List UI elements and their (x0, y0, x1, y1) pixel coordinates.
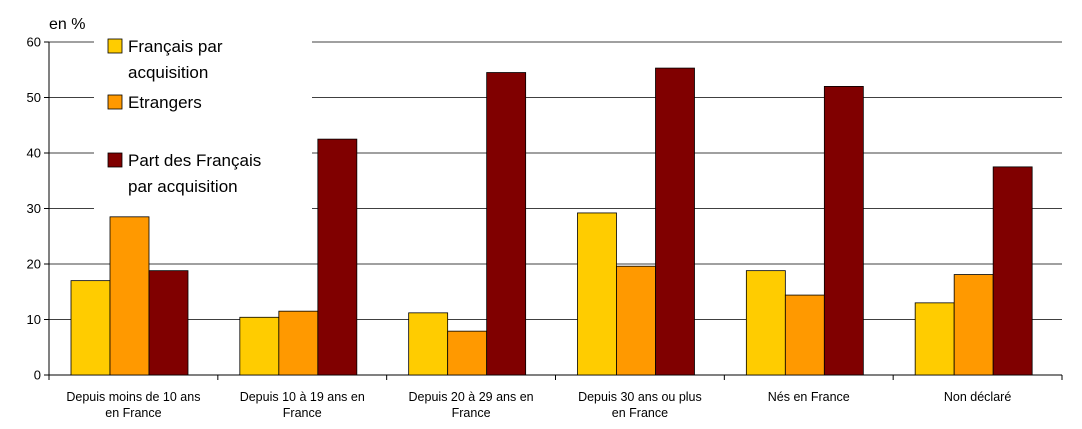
legend-entry-2: Etrangers (128, 93, 202, 112)
axis-labels: 0 10 20 30 40 50 60 Depuis moins de 10 ans en Fr… (27, 35, 1012, 421)
bar-series-2-cat-2 (278, 310, 319, 376)
x-category-label-3: Depuis 20 à 29 ans en France (409, 390, 534, 420)
legend-swatch-1 (107, 38, 123, 54)
bar-series-1-cat-5 (745, 270, 786, 376)
x-category-label-4: Depuis 30 ans ou plus en France (578, 390, 702, 420)
y-tick-label-0: 0 (34, 368, 41, 383)
bars (70, 67, 1033, 376)
x-category-label-5: Nés en France (768, 390, 850, 404)
bar-series-2-cat-4 (616, 265, 656, 376)
legend-entry-3: Part des Français par acquisition (128, 151, 261, 196)
x-category-label-6: Non déclaré (944, 390, 1011, 404)
bar-series-1-cat-2 (239, 316, 280, 376)
bar-series-2-cat-6 (953, 274, 994, 376)
bar-series-1-cat-3 (408, 312, 449, 376)
bar-series-2-cat-3 (447, 330, 488, 376)
y-tick-label-10: 10 (27, 312, 41, 327)
axes (44, 41, 1063, 380)
x-category-label-1: Depuis moins de 10 ans en France (66, 390, 200, 420)
y-tick-label-20: 20 (27, 257, 41, 272)
bar-series-1-cat-6 (914, 302, 955, 376)
bar-series-3-cat-2 (317, 138, 358, 376)
bar-series-3-cat-3 (486, 72, 527, 376)
bar-series-3-cat-4 (655, 67, 695, 376)
y-tick-label-60: 60 (27, 35, 41, 50)
bar-series-3-cat-1 (148, 270, 189, 376)
legend-background (94, 30, 312, 210)
bar-series-2-cat-1 (109, 216, 150, 376)
legend-swatch-3 (107, 152, 123, 168)
y-axis-unit-label: en % (49, 16, 85, 33)
legend-entry-1: Français par acquisition (128, 37, 223, 82)
y-tick-label-50: 50 (27, 90, 41, 105)
legend-swatch-2 (107, 94, 123, 110)
bar-series-2-cat-5 (784, 294, 825, 376)
bar-series-1-cat-4 (577, 212, 617, 376)
bar-series-1-cat-1 (70, 280, 111, 376)
x-category-label-2: Depuis 10 à 19 ans en France (240, 390, 365, 420)
bar-series-3-cat-5 (823, 86, 864, 376)
bar-series-3-cat-6 (992, 166, 1033, 376)
y-tick-label-30: 30 (27, 201, 41, 216)
y-tick-label-40: 40 (27, 146, 41, 161)
legend: Français par acquisition Etrangers Part des… (94, 30, 312, 210)
